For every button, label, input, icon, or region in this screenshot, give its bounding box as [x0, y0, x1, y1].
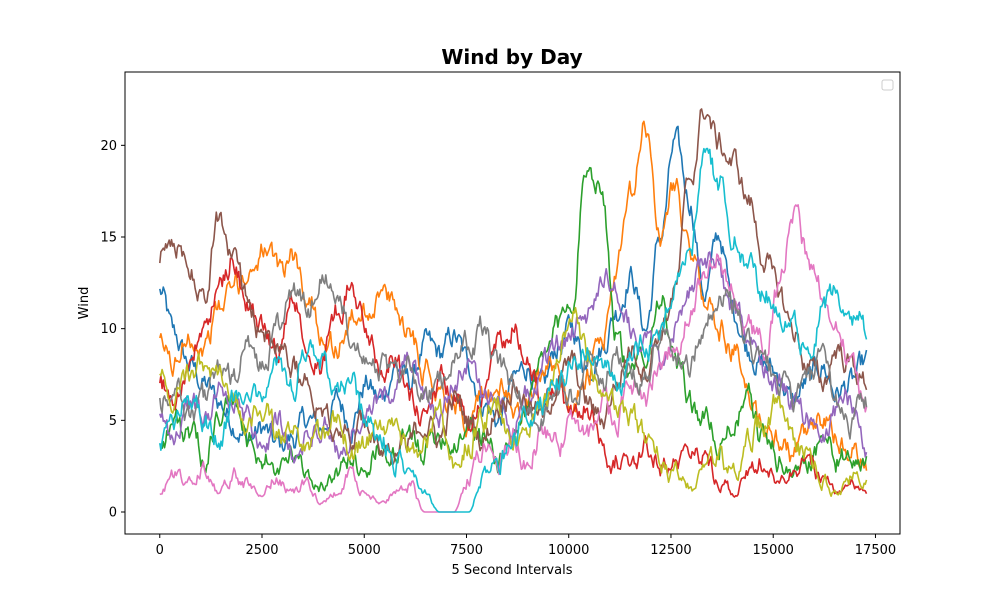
y-tick-label: 10: [100, 322, 117, 337]
x-tick-label: 2500: [245, 543, 278, 558]
series-line-7: [159, 204, 868, 513]
y-tick-label: 5: [109, 414, 117, 429]
series-line-1: [159, 125, 868, 452]
series-layer: [159, 108, 868, 513]
series-line-9: [159, 306, 868, 498]
x-tick-label: 0: [156, 543, 164, 558]
y-axis-label: Wind: [77, 287, 92, 320]
x-tick-label: 5000: [348, 543, 381, 558]
x-tick-label: 7500: [450, 543, 483, 558]
x-tick-label: 10000: [548, 543, 589, 558]
x-tick-label: 17500: [855, 543, 896, 558]
plot-frame: [124, 71, 901, 535]
x-tick-label: 12500: [650, 543, 691, 558]
series-line-10: [159, 147, 868, 513]
x-tick-label: 15000: [753, 543, 794, 558]
y-tick-label: 15: [100, 231, 117, 246]
legend-box: [881, 79, 894, 91]
chart-title: Wind by Day: [441, 45, 582, 69]
series-line-2: [159, 120, 868, 471]
x-axis-label: 5 Second Intervals: [452, 563, 573, 578]
y-tick-label: 0: [109, 506, 117, 521]
series-line-8: [159, 274, 868, 440]
tick-layer: 0 2500 5000 7500 10000 12500 15000 17500 0 5 10 15 2…: [100, 139, 896, 558]
y-tick-label: 20: [100, 139, 117, 154]
